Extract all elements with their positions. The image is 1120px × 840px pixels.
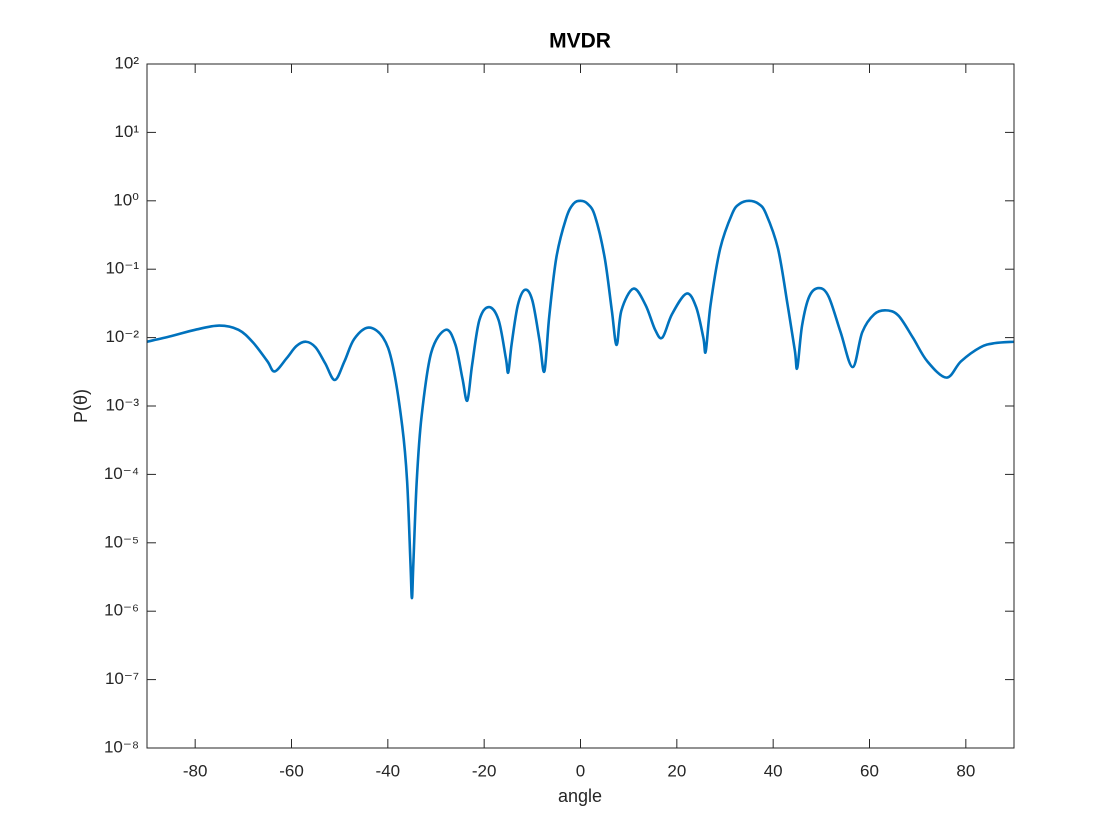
y-axis-label: P(θ): [71, 389, 91, 423]
x-tick-label: 60: [860, 761, 879, 780]
x-tick-label: 80: [956, 761, 975, 780]
chart-title: MVDR: [549, 30, 611, 53]
x-tick-label: -60: [279, 761, 304, 780]
axes-box: [146, 63, 1015, 749]
x-tick-label: 40: [764, 761, 783, 780]
y-tick-label: 10⁰: [113, 190, 139, 209]
data-line: [147, 199, 1014, 600]
x-axis-label: angle: [558, 786, 602, 806]
y-tick-label: 10⁻¹: [105, 259, 139, 278]
y-tick-label: 10⁻⁷: [105, 669, 139, 688]
y-tick-label: 10⁻⁴: [104, 464, 139, 483]
x-tick-label: -20: [472, 761, 497, 780]
y-tick-label: 10¹: [114, 122, 139, 141]
y-tick-label: 10⁻⁶: [104, 601, 139, 620]
x-tick-label: 0: [576, 761, 585, 780]
x-tick-label: 20: [667, 761, 686, 780]
y-tick-label: 10⁻⁵: [104, 532, 139, 551]
y-tick-label: 10²: [114, 53, 139, 72]
x-tick-label: -40: [376, 761, 401, 780]
y-tick-label: 10⁻⁸: [104, 737, 139, 756]
y-tick-label: 10⁻²: [105, 327, 139, 346]
y-tick-label: 10⁻³: [105, 395, 139, 414]
plot-area: [147, 64, 1014, 748]
x-tick-label: -80: [183, 761, 208, 780]
